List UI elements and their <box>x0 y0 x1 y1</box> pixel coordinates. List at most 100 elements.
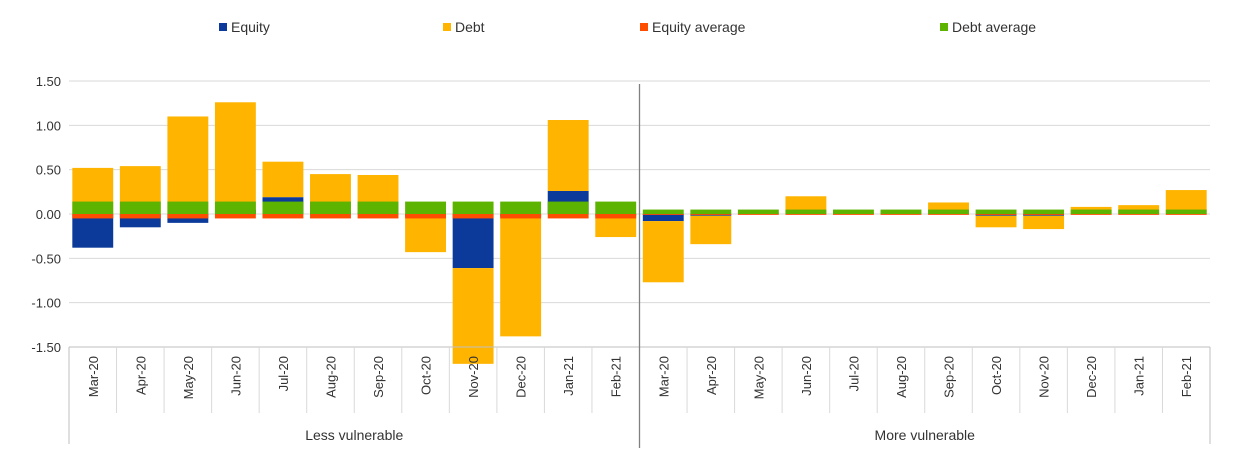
legend-swatch-equity <box>219 23 227 31</box>
x-tick-label: Apr-20 <box>704 356 719 395</box>
debt-average-bar <box>452 201 494 214</box>
equity-average-bar <box>737 214 779 215</box>
debt-bar <box>262 161 304 198</box>
debt-average-bar <box>690 209 732 214</box>
x-tick-label: Sep-20 <box>942 356 957 398</box>
x-tick-label: May-20 <box>751 356 766 399</box>
legend-label-equity: Equity <box>231 19 270 35</box>
y-tick-label: -1.00 <box>31 296 61 311</box>
debt-bar <box>595 215 637 238</box>
debt-bar <box>452 268 494 364</box>
equity-average-bar <box>690 214 732 215</box>
debt-average-bar <box>405 201 447 214</box>
debt-bar <box>975 215 1017 228</box>
equity-average-bar <box>310 214 351 219</box>
debt-average-bar <box>547 201 589 214</box>
x-tick-label: Dec-20 <box>514 356 529 398</box>
debt-average-bar <box>262 201 304 214</box>
x-tick-label: Feb-21 <box>609 356 624 397</box>
equity-average-bar <box>880 214 922 215</box>
debt-average-bar <box>1023 209 1065 214</box>
debt-average-bar <box>785 209 827 214</box>
debt-average-bar <box>214 201 256 214</box>
x-tick-label: Nov-20 <box>1037 356 1052 398</box>
legend-label-debt-average: Debt average <box>952 19 1036 35</box>
y-tick-label: 1.00 <box>36 118 61 133</box>
debt-bar <box>167 116 209 214</box>
equity-average-bar <box>72 214 114 219</box>
debt-average-bar <box>310 201 351 214</box>
x-tick-label: Oct-20 <box>419 356 434 395</box>
debt-average-bar <box>167 201 209 214</box>
legend-label-debt: Debt <box>455 19 485 35</box>
equity-average-bar <box>595 214 637 219</box>
debt-average-bar <box>928 209 969 214</box>
debt-bar <box>1165 190 1207 214</box>
debt-average-bar <box>1118 209 1160 214</box>
equity-average-bar <box>167 214 209 219</box>
equity-average-bar <box>928 214 969 215</box>
equity-bar <box>642 214 684 222</box>
legend-label-equity-average: Equity average <box>652 19 746 35</box>
x-tick-label: Mar-20 <box>86 356 101 397</box>
debt-bar <box>642 221 684 283</box>
x-tick-label: Oct-20 <box>989 356 1004 395</box>
x-tick-label: Aug-20 <box>323 356 338 398</box>
debt-bar <box>928 202 969 214</box>
x-tick-label: Sep-20 <box>371 356 386 398</box>
x-tick-label: May-20 <box>181 356 196 399</box>
equity-bar <box>452 214 494 269</box>
equity-average-bar <box>1165 214 1207 215</box>
debt-average-bar <box>357 201 399 214</box>
y-tick-label: -1.50 <box>31 340 61 355</box>
debt-average-bar <box>1070 209 1112 214</box>
debt-average-bar <box>975 209 1017 214</box>
debt-bar <box>500 216 542 337</box>
equity-average-bar <box>547 214 589 219</box>
equity-average-bar <box>214 214 256 219</box>
y-tick-label: 0.50 <box>36 163 61 178</box>
x-tick-label: Feb-21 <box>1179 356 1194 397</box>
equity-average-bar <box>1023 214 1065 215</box>
equity-average-bar <box>452 214 494 219</box>
equity-bar <box>72 214 114 248</box>
group-label-more-vulnerable: More vulnerable <box>875 427 976 443</box>
equity-average-bar <box>500 214 542 219</box>
equity-average-bar <box>1070 214 1112 215</box>
debt-bar <box>547 120 589 191</box>
x-tick-label: Jul-20 <box>846 356 861 391</box>
x-tick-label: Apr-20 <box>133 356 148 395</box>
debt-average-bar <box>72 201 114 214</box>
x-tick-label: Jun-20 <box>799 356 814 396</box>
equity-average-bar <box>975 214 1017 215</box>
debt-average-bar <box>1165 209 1207 214</box>
y-tick-label: 1.50 <box>36 74 61 89</box>
legend-swatch-debt-average <box>940 23 948 31</box>
x-tick-label: Nov-20 <box>466 356 481 398</box>
equity-average-bar <box>1118 214 1160 215</box>
debt-bar <box>690 215 732 245</box>
debt-average-bar <box>500 201 542 214</box>
y-tick-label: -0.50 <box>31 251 61 266</box>
equity-average-bar <box>832 214 874 215</box>
x-tick-label: Jun-20 <box>228 356 243 396</box>
debt-bar <box>214 102 256 210</box>
debt-average-bar <box>595 201 637 214</box>
group-label-less-vulnerable: Less vulnerable <box>305 427 403 443</box>
equity-average-bar <box>262 214 304 219</box>
debt-average-bar <box>642 209 684 214</box>
legend-swatch-debt <box>443 23 451 31</box>
debt-bar <box>1023 215 1065 230</box>
debt-average-bar <box>119 201 161 214</box>
equity-average-bar <box>405 214 447 219</box>
debt-bar <box>405 216 447 253</box>
equity-average-bar <box>119 214 161 219</box>
x-tick-label: Jan-21 <box>1132 356 1147 396</box>
equity-average-bar <box>357 214 399 219</box>
equity-average-bar <box>642 214 684 215</box>
debt-average-bar <box>737 209 779 214</box>
x-tick-label: Aug-20 <box>894 356 909 398</box>
x-tick-label: Dec-20 <box>1084 356 1099 398</box>
x-tick-label: Jul-20 <box>276 356 291 391</box>
